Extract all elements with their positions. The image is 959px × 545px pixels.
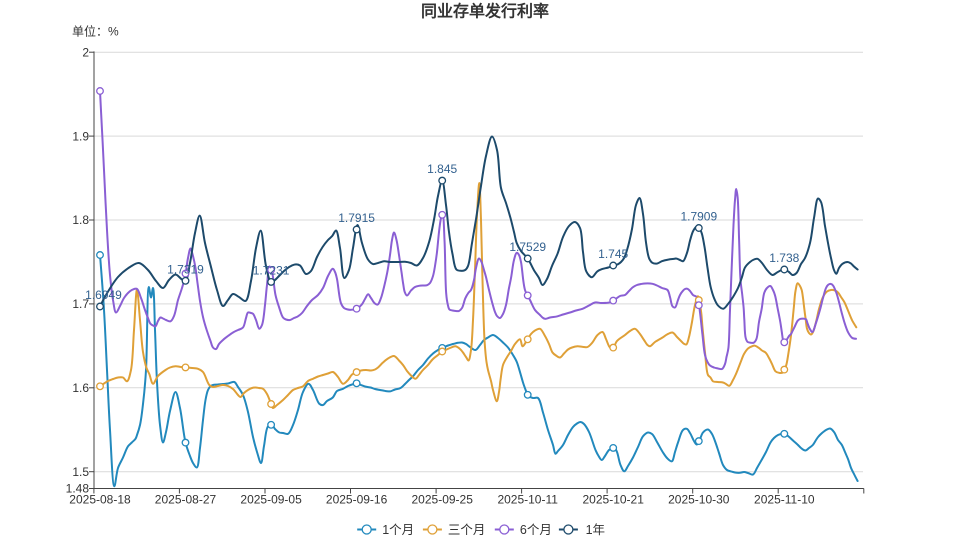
svg-text:2025-09-05: 2025-09-05	[240, 493, 302, 507]
svg-text:1.7: 1.7	[72, 297, 89, 311]
svg-text:1.7915: 1.7915	[338, 211, 375, 225]
svg-text:2025-11-10: 2025-11-10	[754, 493, 815, 507]
svg-text:2025-10-11: 2025-10-11	[497, 493, 558, 507]
svg-text:2025-09-25: 2025-09-25	[412, 493, 474, 507]
svg-text:三个月: 三个月	[448, 523, 486, 537]
svg-text:1.5: 1.5	[72, 465, 89, 479]
svg-text:1.48: 1.48	[66, 482, 90, 496]
svg-text:1.845: 1.845	[427, 162, 457, 176]
svg-text:1.7529: 1.7529	[509, 240, 546, 254]
svg-text:2025-10-30: 2025-10-30	[668, 493, 730, 507]
svg-text:1.7319: 1.7319	[167, 262, 204, 276]
svg-text:1.8: 1.8	[72, 213, 89, 227]
svg-text:2025-08-27: 2025-08-27	[155, 493, 217, 507]
svg-text:1.9: 1.9	[72, 129, 89, 143]
svg-text:1.745: 1.745	[598, 247, 628, 261]
svg-text:同业存单发行利率: 同业存单发行利率	[421, 2, 549, 21]
svg-text:6个月: 6个月	[520, 523, 552, 537]
svg-text:单位：%: 单位：%	[72, 24, 119, 39]
svg-text:1个月: 1个月	[382, 523, 414, 537]
svg-text:2: 2	[82, 45, 89, 59]
svg-text:1年: 1年	[586, 523, 605, 537]
svg-text:2025-10-21: 2025-10-21	[583, 493, 645, 507]
svg-text:2025-09-16: 2025-09-16	[326, 493, 388, 507]
svg-text:2025-08-18: 2025-08-18	[69, 493, 131, 507]
svg-text:1.6: 1.6	[72, 381, 89, 395]
svg-text:1.6949: 1.6949	[85, 288, 122, 302]
svg-text:1.7909: 1.7909	[680, 210, 717, 224]
svg-text:1.738: 1.738	[769, 251, 799, 265]
svg-text:1.7231: 1.7231	[253, 263, 290, 277]
